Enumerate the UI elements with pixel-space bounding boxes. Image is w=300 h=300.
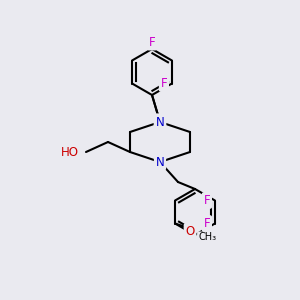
Text: CH₃: CH₃ xyxy=(198,232,216,242)
Text: N: N xyxy=(156,116,164,128)
Text: O: O xyxy=(185,225,195,238)
Text: N: N xyxy=(156,155,164,169)
Text: F: F xyxy=(204,217,210,230)
Text: F: F xyxy=(149,35,155,49)
Text: F: F xyxy=(149,35,155,49)
Text: N: N xyxy=(156,116,164,128)
Text: HO: HO xyxy=(61,146,79,158)
Text: N: N xyxy=(156,116,164,128)
Text: F: F xyxy=(160,77,167,90)
Text: F: F xyxy=(204,194,210,207)
